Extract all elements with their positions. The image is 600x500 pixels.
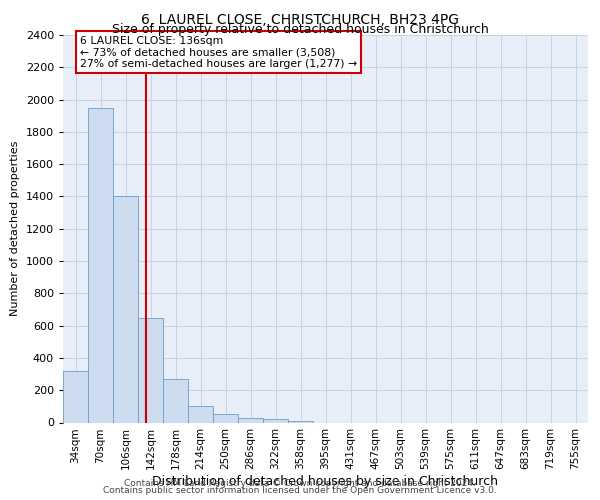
- Y-axis label: Number of detached properties: Number of detached properties: [10, 141, 20, 316]
- Bar: [113, 196, 138, 422]
- Text: Contains public sector information licensed under the Open Government Licence v3: Contains public sector information licen…: [103, 486, 497, 495]
- Text: 6 LAUREL CLOSE: 136sqm
← 73% of detached houses are smaller (3,508)
27% of semi-: 6 LAUREL CLOSE: 136sqm ← 73% of detached…: [80, 36, 357, 69]
- Text: Size of property relative to detached houses in Christchurch: Size of property relative to detached ho…: [112, 22, 488, 36]
- Bar: [288, 421, 313, 422]
- Bar: [263, 420, 288, 422]
- Bar: [163, 379, 188, 422]
- X-axis label: Distribution of detached houses by size in Christchurch: Distribution of detached houses by size …: [152, 475, 499, 488]
- Bar: [238, 418, 263, 422]
- Bar: [88, 108, 113, 422]
- Text: Contains HM Land Registry data © Crown copyright and database right 2024.: Contains HM Land Registry data © Crown c…: [124, 478, 476, 488]
- Bar: [138, 318, 163, 422]
- Bar: [63, 371, 88, 422]
- Text: 6, LAUREL CLOSE, CHRISTCHURCH, BH23 4PG: 6, LAUREL CLOSE, CHRISTCHURCH, BH23 4PG: [141, 12, 459, 26]
- Bar: [188, 406, 213, 422]
- Bar: [213, 414, 238, 422]
